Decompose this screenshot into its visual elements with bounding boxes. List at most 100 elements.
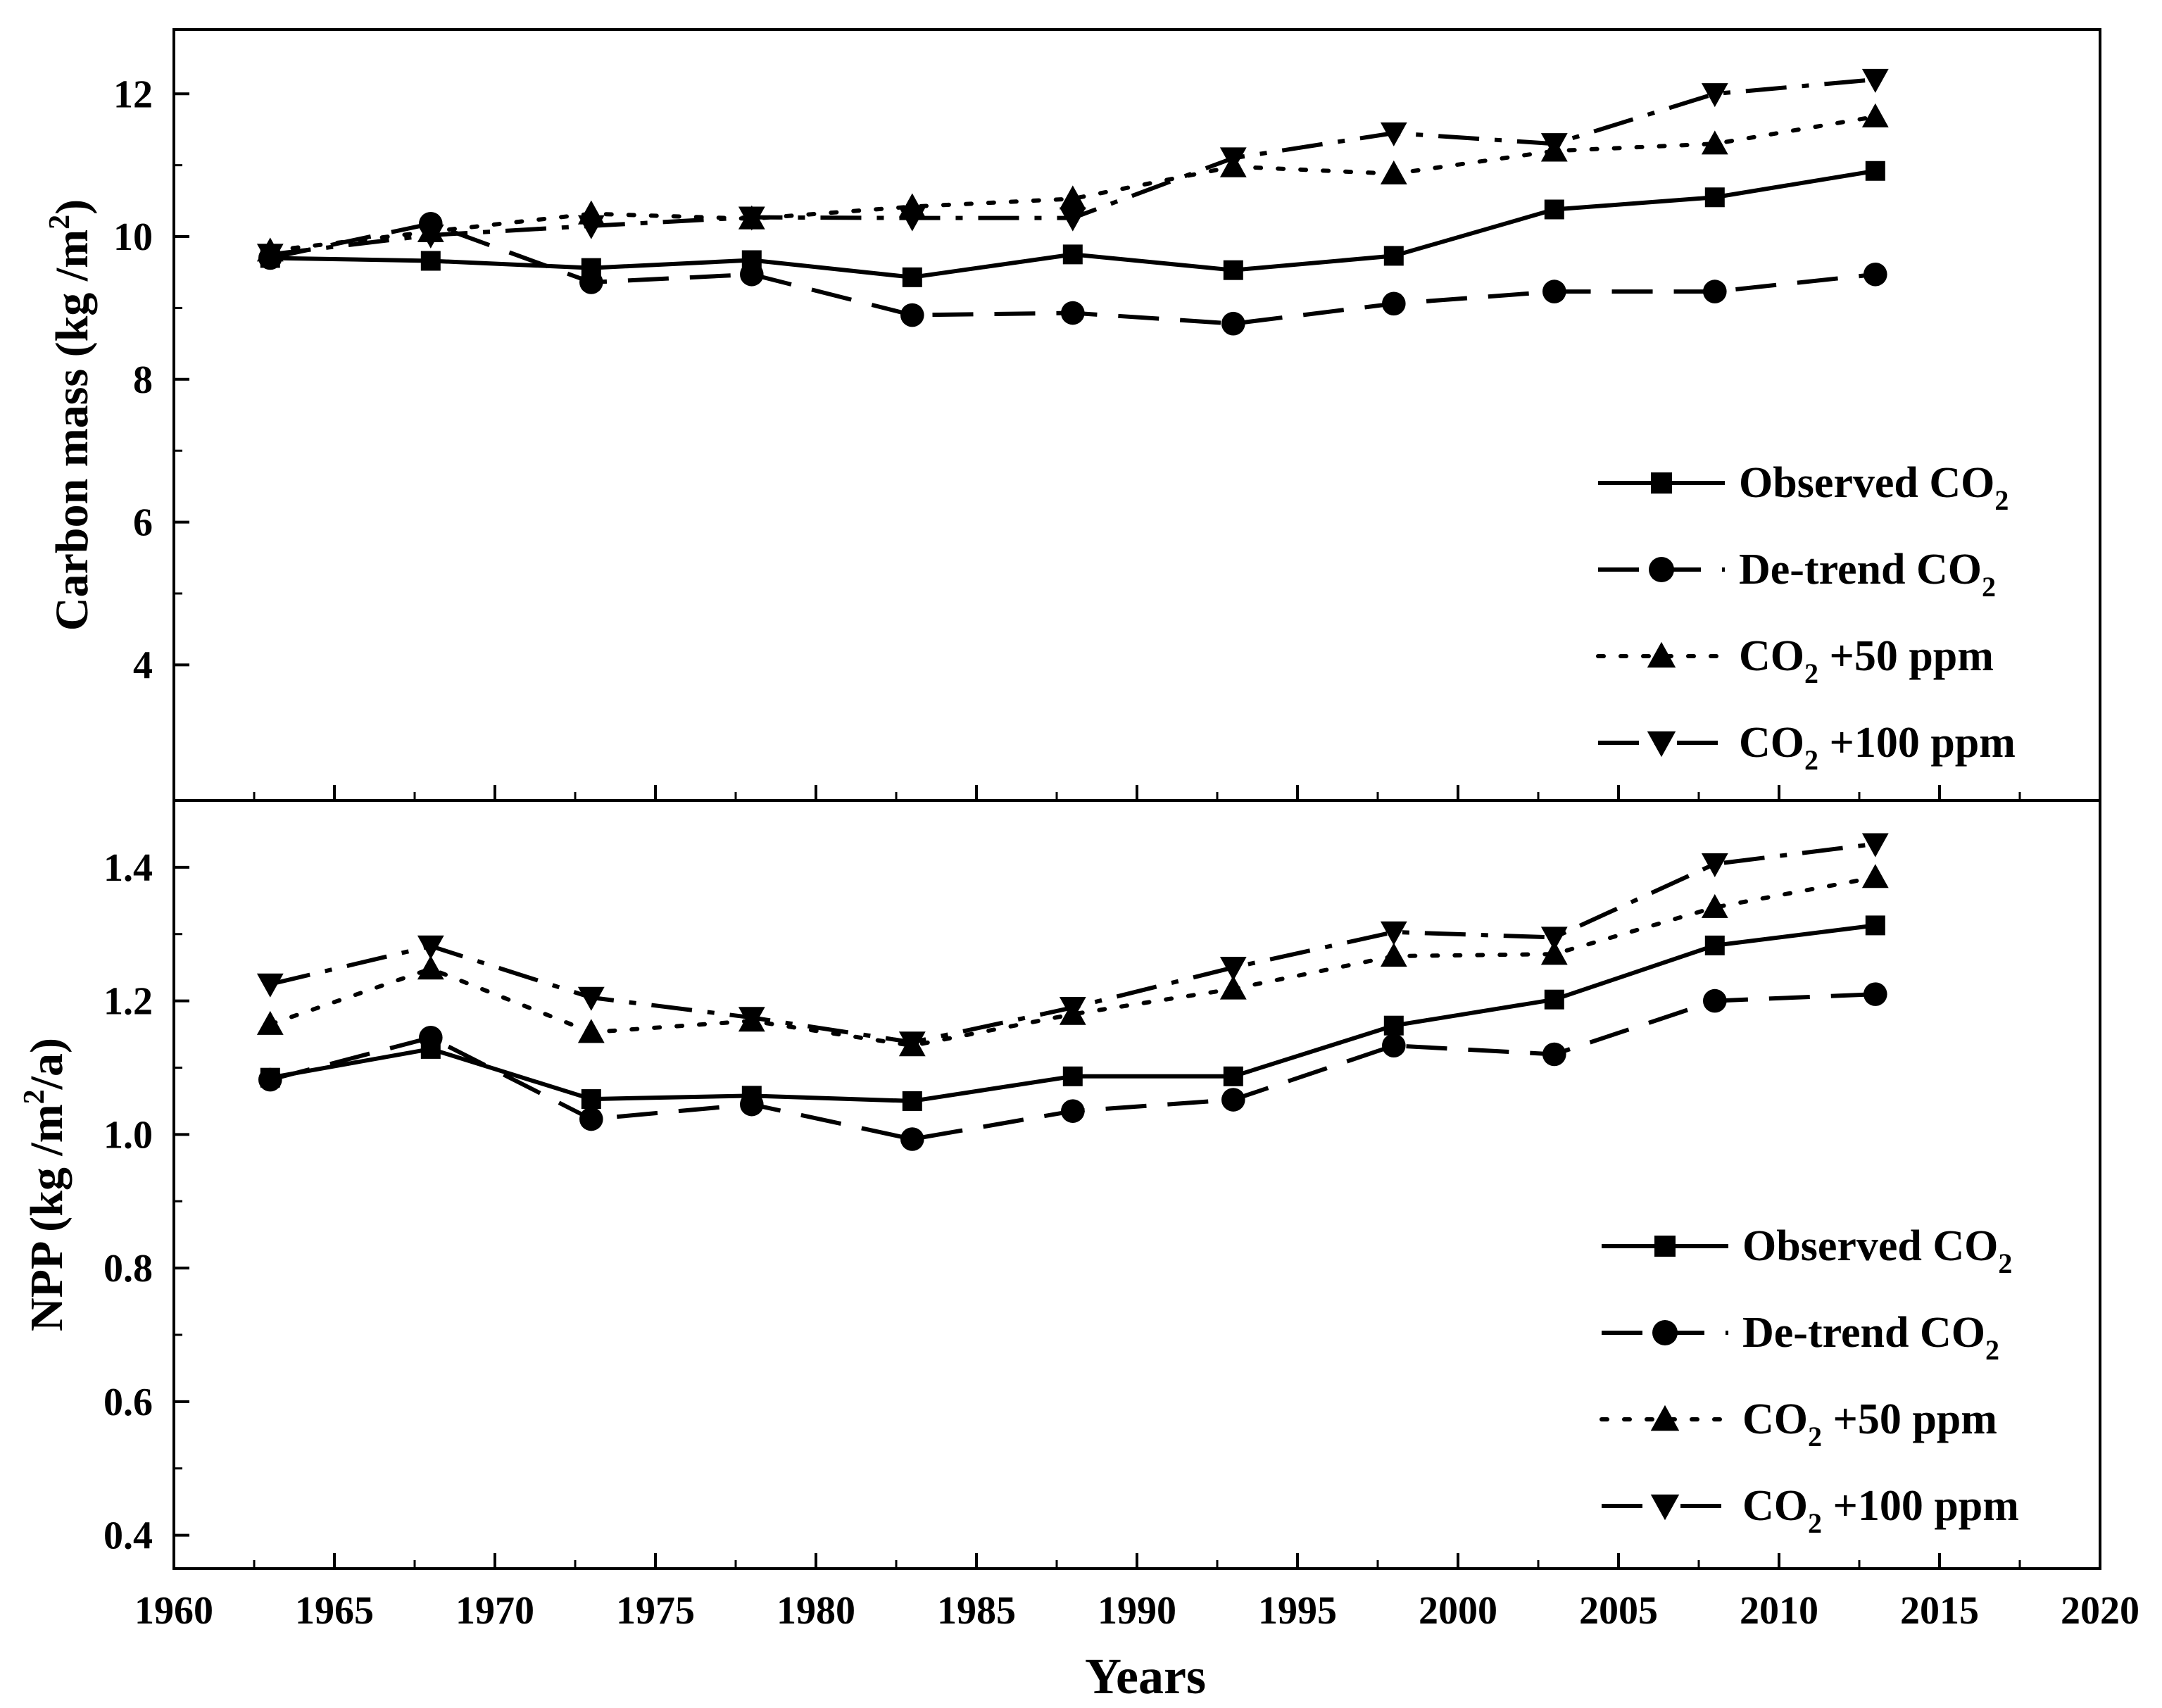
- npp-observed-point: [902, 1091, 922, 1111]
- npp-y-tick-label: 1.2: [103, 980, 153, 1024]
- npp-y-tick-label: 0.4: [103, 1514, 153, 1558]
- carbon-observed-point: [1062, 244, 1083, 265]
- npp-y-tick-label: 1.4: [103, 846, 153, 890]
- carbon-plus100-point: [1701, 83, 1728, 108]
- npp-observed-point: [1223, 1066, 1243, 1086]
- carbon-y-tick-label: 8: [133, 358, 153, 402]
- carbon-plus100-point: [1059, 207, 1086, 232]
- carbon-detrend-point: [1221, 311, 1245, 336]
- npp-detrend-point: [1542, 1042, 1566, 1067]
- x-tick-label: 2000: [1419, 1589, 1497, 1633]
- npp-plus100-point: [1861, 833, 1889, 858]
- carbon-legend: Observed CO2 De-trend CO2 CO2 +50 ppm CO2 +…: [1596, 459, 2016, 776]
- npp-plus100-point: [738, 1007, 765, 1031]
- carbon-series-plus100: [256, 68, 1889, 268]
- carbon-observed-point: [1544, 199, 1564, 220]
- npp-observed-point: [1544, 989, 1564, 1010]
- carbon-legend-item-observed: Observed CO2: [1598, 459, 2009, 516]
- npp-legend-marker-detrend: [1652, 1320, 1678, 1345]
- carbon-plus100-point: [577, 215, 605, 239]
- npp-legend-item-detrend: De-trend CO2: [1602, 1309, 1999, 1366]
- npp-plus50-point: [1701, 893, 1728, 918]
- npp-observed-point: [1865, 915, 1885, 936]
- x-tick-label: 1965: [295, 1589, 374, 1633]
- npp-y-tick-label: 0.8: [103, 1247, 153, 1291]
- npp-observed-point: [1062, 1066, 1083, 1086]
- npp-legend-marker-plus50: [1650, 1405, 1680, 1431]
- npp-legend-label-observed: Observed CO2: [1742, 1222, 2012, 1279]
- carbon-plus50-line: [268, 114, 1878, 253]
- carbon-detrend-point: [579, 270, 603, 294]
- npp-plus50-point: [1861, 864, 1889, 888]
- x-axis-title: Years: [1085, 1648, 1206, 1704]
- x-tick-labels: 1960 1965 1970 1975 1980 1985 1990 1995 2000 2005…: [134, 1589, 2139, 1633]
- carbon-detrend-point: [740, 262, 764, 287]
- x-tick-label: 1970: [455, 1589, 534, 1633]
- carbon-legend-item-plus50: CO2 +50 ppm: [1596, 632, 1994, 689]
- npp-plot-frame: [172, 799, 2101, 1570]
- npp-plus100-point: [1219, 957, 1247, 981]
- carbon-observed-point: [902, 267, 922, 287]
- npp-y-axis-title: NPP (kg /m2/a): [18, 1038, 73, 1331]
- npp-y-tick-label: 1.0: [103, 1113, 153, 1157]
- npp-legend-marker-observed: [1654, 1236, 1676, 1257]
- npp-detrend-point: [740, 1092, 764, 1117]
- carbon-series-plus50: [256, 103, 1889, 262]
- npp-plus50-point: [1540, 941, 1568, 965]
- npp-observed-point: [1383, 1015, 1404, 1036]
- npp-legend-label-plus100: CO2 +100 ppm: [1742, 1482, 2019, 1539]
- carbon-plus50-point: [1059, 185, 1086, 210]
- carbon-plus50-point: [1701, 130, 1728, 155]
- carbon-plus100-point: [417, 224, 444, 249]
- npp-plus100-point: [898, 1031, 926, 1056]
- npp-detrend-point: [1221, 1088, 1245, 1112]
- carbon-plus100-point: [256, 244, 284, 268]
- npp-detrend-point: [419, 1025, 443, 1050]
- npp-observed-point: [581, 1089, 601, 1110]
- carbon-plus50-point: [1861, 103, 1889, 127]
- npp-plus50-point: [417, 955, 444, 980]
- npp-plus100-point: [1380, 921, 1407, 946]
- carbon-detrend-point: [1542, 280, 1566, 303]
- npp-detrend-point: [1703, 988, 1727, 1013]
- panel-npp: 0.4 0.6 0.8 1.0 1.2 1.4 NPP (kg /m2/a) Observed…: [18, 799, 2101, 1570]
- carbon-observed-point: [1383, 246, 1404, 266]
- npp-legend-label-detrend: De-trend CO2: [1742, 1309, 1999, 1366]
- carbon-legend-marker-plus100: [1647, 731, 1676, 758]
- npp-series-plus50: [256, 864, 1889, 1057]
- carbon-observed-point: [1223, 260, 1243, 280]
- npp-plus50-point: [1380, 943, 1407, 967]
- carbon-detrend-point: [1382, 291, 1406, 316]
- npp-legend-marker-plus100: [1650, 1494, 1680, 1521]
- x-tick-label: 1960: [134, 1589, 213, 1633]
- carbon-detrend-point: [1061, 301, 1085, 325]
- npp-plus50-point: [1219, 975, 1247, 1000]
- npp-legend-item-plus50: CO2 +50 ppm: [1599, 1395, 1997, 1452]
- carbon-y-tick-label: 12: [113, 73, 153, 116]
- npp-detrend-point: [258, 1067, 282, 1092]
- carbon-plus100-point: [1540, 133, 1568, 158]
- carbon-legend-item-plus100: CO2 +100 ppm: [1598, 719, 2016, 776]
- x-tick-label: 1980: [777, 1589, 855, 1633]
- x-tick-label: 1995: [1258, 1589, 1337, 1633]
- npp-detrend-point: [1382, 1034, 1406, 1057]
- npp-plus100-point: [417, 935, 444, 960]
- carbon-plus100-point: [1219, 147, 1247, 172]
- npp-detrend-point: [1061, 1099, 1085, 1123]
- carbon-plus100-point: [898, 207, 926, 232]
- carbon-y-axis-title: Carbon mass (kg /m2): [44, 199, 98, 631]
- carbon-observed-point: [1865, 161, 1885, 181]
- npp-detrend-point: [579, 1107, 603, 1131]
- npp-plus100-point: [256, 973, 284, 998]
- carbon-legend-item-detrend: De-trend CO2: [1598, 546, 1996, 603]
- carbon-y-tick-label: 10: [113, 215, 153, 259]
- carbon-plus100-point: [738, 206, 765, 231]
- npp-series-plus100: [256, 833, 1889, 1056]
- x-tick-label: 2015: [1900, 1589, 1979, 1633]
- carbon-plus100-point: [1380, 122, 1407, 146]
- npp-plus100-point: [577, 986, 605, 1011]
- carbon-legend-marker-observed: [1651, 472, 1672, 494]
- carbon-legend-label-plus50: CO2 +50 ppm: [1739, 632, 1994, 689]
- npp-legend-item-observed: Observed CO2: [1602, 1222, 2012, 1279]
